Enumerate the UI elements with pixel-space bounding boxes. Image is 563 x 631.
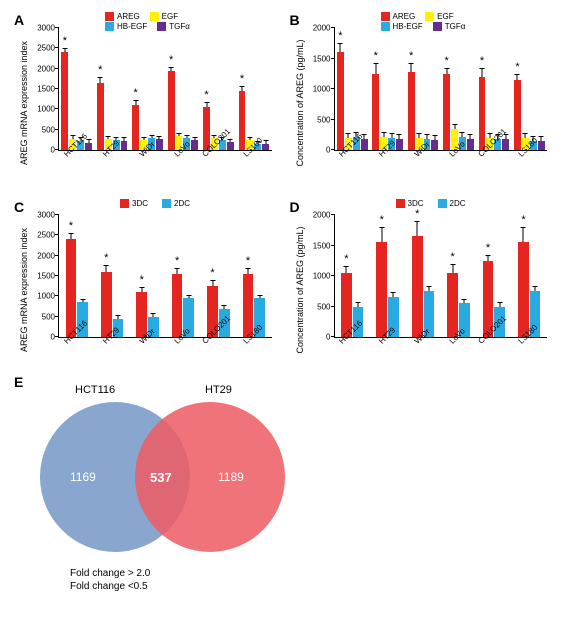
- bar-group: *: [335, 28, 370, 150]
- y-axis-label: Concentration of AREG (pg/mL): [295, 226, 305, 353]
- panel-e-label: E: [14, 374, 23, 390]
- venn-diagram: HCT116 HT29 1169 537 1189: [40, 402, 300, 562]
- bar: *: [372, 74, 379, 150]
- bar-group: *: [165, 215, 200, 337]
- bar: *: [408, 72, 415, 150]
- bar-group: *: [441, 215, 476, 337]
- bar-group: *: [405, 215, 440, 337]
- bar-group: *: [236, 215, 271, 337]
- panel-a-chart: AAREG mRNA expression index0500100015002…: [10, 10, 278, 185]
- bar: *: [239, 91, 246, 150]
- venn-caption-line1: Fold change > 2.0: [70, 567, 150, 580]
- bar-group: *: [370, 215, 405, 337]
- plot-area: 0500100015002000******HCT116HT29WiDrLoVo…: [334, 215, 548, 338]
- bar: *: [337, 52, 344, 150]
- bar: *: [518, 242, 529, 337]
- bar-group: *: [405, 28, 440, 150]
- bar-group: *: [130, 215, 165, 337]
- plot-area: 050010001500200025003000******HCT116HT29…: [58, 215, 272, 338]
- bar: [227, 142, 234, 150]
- panel-label: B: [290, 12, 300, 28]
- y-axis-label: AREG mRNA expression index: [19, 227, 29, 351]
- bar: *: [61, 52, 68, 150]
- plot-area: 0500100015002000******HCT116HT29WiDrLoVo…: [334, 28, 548, 151]
- bar: *: [479, 77, 486, 150]
- bar-group: *: [94, 28, 129, 150]
- bar: [467, 139, 474, 150]
- panel-label: C: [14, 199, 24, 215]
- venn-caption-line2: Fold change <0.5: [70, 580, 150, 593]
- bar: [262, 144, 269, 151]
- bar: *: [66, 239, 77, 337]
- panel-label: A: [14, 12, 24, 28]
- panel-b-chart: BConcentration of AREG (pg/mL)0500100015…: [286, 10, 554, 185]
- venn-caption: Fold change > 2.0 Fold change <0.5: [70, 567, 150, 593]
- bar: *: [412, 236, 423, 337]
- bar: *: [172, 274, 183, 337]
- bar-group: *: [335, 215, 370, 337]
- venn-mid-value: 537: [150, 470, 172, 485]
- bar-group: *: [441, 28, 476, 150]
- bar: [156, 139, 163, 150]
- legend: AREGEGFHB-EGFTGFα: [105, 12, 190, 31]
- bar: [431, 140, 438, 150]
- bar: [191, 140, 198, 150]
- bar-group: *: [236, 28, 271, 150]
- legend: 3DC2DC: [396, 199, 466, 208]
- venn-left-label: HCT116: [75, 384, 115, 396]
- panel-c-chart: C AREG mRNA expression index 0500100015002…: [10, 197, 278, 372]
- bar: *: [376, 242, 387, 337]
- venn-right-label: HT29: [205, 384, 232, 396]
- bar-group: *: [512, 215, 547, 337]
- panel-label: D: [290, 199, 300, 215]
- bar: [502, 139, 509, 150]
- legend: AREGEGFHB-EGFTGFα: [381, 12, 466, 31]
- panel-e: E HCT116 HT29 1169 537 1189 Fold change …: [10, 372, 553, 602]
- bar-group: *: [165, 28, 200, 150]
- plot-area: 050010001500200025003000******HCT116HT29…: [58, 28, 272, 151]
- bar-group: *: [59, 28, 94, 150]
- bar: *: [514, 80, 521, 150]
- bar: *: [132, 105, 139, 150]
- bar: [85, 143, 92, 150]
- bar: *: [97, 83, 104, 150]
- bar-group: *: [130, 28, 165, 150]
- venn-left-value: 1169: [70, 470, 96, 484]
- bar: [121, 141, 128, 150]
- bar: *: [168, 71, 175, 150]
- bar-group: *: [59, 215, 94, 337]
- bar-group: *: [94, 215, 129, 337]
- legend: 3DC2DC: [120, 199, 190, 208]
- bar: *: [447, 273, 458, 337]
- bar: *: [443, 74, 450, 150]
- bar-group: *: [370, 28, 405, 150]
- venn-right-value: 1189: [218, 470, 244, 484]
- panel-d-chart: D Concentration of AREG (pg/mL) 0500100015…: [286, 197, 554, 372]
- y-axis-label: Concentration of AREG (pg/mL): [295, 39, 305, 166]
- bar: [361, 139, 368, 150]
- bar: *: [101, 272, 112, 337]
- y-axis-label: AREG mRNA expression index: [19, 40, 29, 164]
- bar-group: *: [512, 28, 547, 150]
